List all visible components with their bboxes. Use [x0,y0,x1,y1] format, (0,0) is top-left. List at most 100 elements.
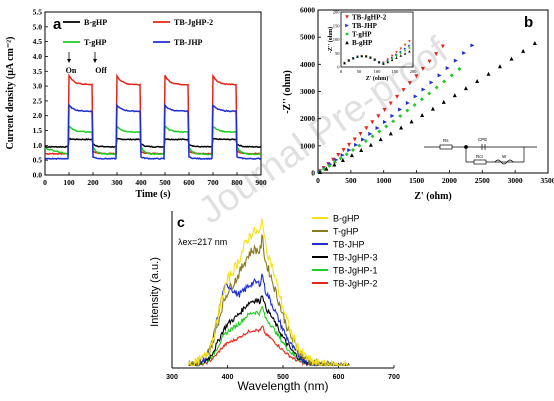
panel-c-xtick-label: 700 [388,374,400,381]
panel-b-legend-marker [345,32,349,36]
panel-b-point-t-ghp [457,67,462,72]
panel-b-inset-point [408,40,411,43]
panel-c-series-tb-jhp [188,273,350,367]
panel-b-point-tb-jghp-2 [434,52,439,57]
panel-b-point-b-ghp [441,99,446,104]
panel-b-inset-xtick-label: 200 [410,69,418,74]
panel-b-inset-point [373,58,377,61]
panel-b-ylabel: -Z'' (ohm) [282,70,293,114]
panel-b-point-b-ghp [399,125,404,130]
panel-b-point-t-ghp [398,113,403,118]
panel-b-xtick-label: 0 [316,176,320,185]
panel-b-ytick-label: 3000 [300,87,315,96]
panel-b-ytick-label: 1000 [300,141,315,150]
panel-a-series-t-ghp [44,123,261,156]
panel-b-inset-point [399,50,402,53]
panel-a-arrow-head [93,59,97,63]
panel-c-series-tb-jghp-3 [188,295,350,367]
panel-b-xtick-label: 2500 [475,176,490,185]
panel-b-point-t-ghp [384,124,389,129]
panel-a-arrow-head [67,59,71,63]
panel-a-series-tb-jghp-2 [45,73,262,156]
panel-a-xlabel: Time (s) [135,189,170,200]
panel-b-legend-marker [345,40,349,45]
panel-a-legend-label: TB-JHP [174,38,203,47]
circuit-label-w: W [502,154,507,159]
panel-b-point-tb-jghp-2 [358,131,363,136]
panel-a-series-tb-jhp [44,102,262,161]
panel-b-inset-point [382,62,385,65]
panel-b-point-tb-jghp-2 [401,88,406,93]
panel-b-inset-ytick-label: 0 [337,65,340,70]
panel-b-inset-xtick-label: 0 [340,69,343,74]
panel-b-inset-point [403,47,407,50]
circuit-node [464,145,468,149]
panel-b-inset-point [369,56,372,59]
panel-b-inset-point [399,52,402,55]
panel-a: a Current density (μA cm⁻²) Time (s) 0 10… [5,8,267,201]
panel-b-inset-point [390,54,394,58]
panel-b-point-b-ghp [349,153,354,158]
panel-a-legend-label: TB-JgHP-2 [174,18,213,27]
panel-b-point-b-ghp [509,56,514,61]
panel-b-point-b-ghp [409,119,414,124]
panel-c: c λex=217 nm Intensity (a.u.) Wavelength… [149,211,400,393]
panel-b-point-t-ghp [442,79,447,84]
panel-b-point-tb-jhp [368,131,373,136]
panel-b-point-tb-jhp [390,113,395,118]
panel-b-point-tb-jghp-2 [341,148,346,153]
panel-b-point-tb-jghp-2 [336,153,341,158]
panel-a-ytick-label: 3.0 [33,82,43,91]
panel-a-xtick-label: 700 [207,178,219,187]
panel-b-point-tb-jhp [470,43,475,48]
panel-b-point-tb-jhp [445,66,450,71]
panel-b-xtick-label: 2000 [442,176,457,185]
panel-b-ytick-label: 6000 [300,6,315,15]
panel-b-legend-marker [345,23,349,28]
panel-b-xlabel: Z' (ohm) [414,191,452,202]
panel-c-ylabel: Intensity (a.u.) [149,257,161,327]
panel-b-inset-point [403,52,407,55]
panel-b-inset-point [347,59,351,62]
panel-b-point-b-ghp [340,157,345,162]
panel-a-xtick-label: 800 [231,178,243,187]
panel-b-point-b-ghp [521,48,526,53]
panel-a-annotation: On [66,66,77,75]
panel-b-point-t-ghp [434,85,439,90]
panel-c-legend-label: TB-JgHP-3 [333,253,378,263]
panel-b-point-tb-jhp [421,87,426,92]
panel-c-xtick-label: 500 [277,374,289,381]
panel-a-ytick-label: 2.0 [33,111,43,120]
panel-b-inset-point [395,54,398,58]
panel-b-xtick-label: 3000 [508,176,523,185]
panel-b-point-b-ghp [378,137,383,142]
panel-b-inset-ytick-label: 50 [335,51,340,56]
panel-c-annotation: λex=217 nm [178,237,227,247]
panel-b-point-tb-jghp-2 [382,107,387,112]
panel-b-xtick-label: 1000 [376,176,391,185]
panel-a-xtick-label: 400 [135,178,147,187]
panel-b-xtick-label: 1500 [409,176,424,185]
panel-a-ytick-label: 4.0 [33,52,43,61]
panel-b-ytick-label: 0 [311,169,315,178]
panel-a-ylabel: Current density (μA cm⁻²) [5,37,16,150]
panel-b-point-tb-jhp [462,51,467,56]
panel-b-inset-xtick-label: 50 [357,69,362,74]
panel-b-inset-point [403,49,407,52]
panel-a-ytick-label: 5.5 [33,8,43,17]
panel-b-point-tb-jhp [437,73,442,78]
panel-b-point-tb-jghp-2 [376,114,381,119]
panel-a-annotation: Off [95,66,107,75]
panel-b-point-t-ghp [419,97,424,102]
panel-b-inset-point [395,51,398,54]
panel-a-xtick-label: 300 [111,178,123,187]
panel-a-ytick-label: 2.5 [33,96,43,105]
panel-b-point-b-ghp [463,86,468,91]
panel-b-point-t-ghp [427,91,432,96]
panel-a-xtick-label: 100 [63,178,75,187]
panel-b-inset-point [352,56,355,60]
panel-c-label: c [177,214,185,230]
panel-b-point-tb-jhp [413,94,418,99]
panel-b-ytick-label: 5000 [300,33,315,42]
panel-b-point-tb-jhp [375,126,380,131]
